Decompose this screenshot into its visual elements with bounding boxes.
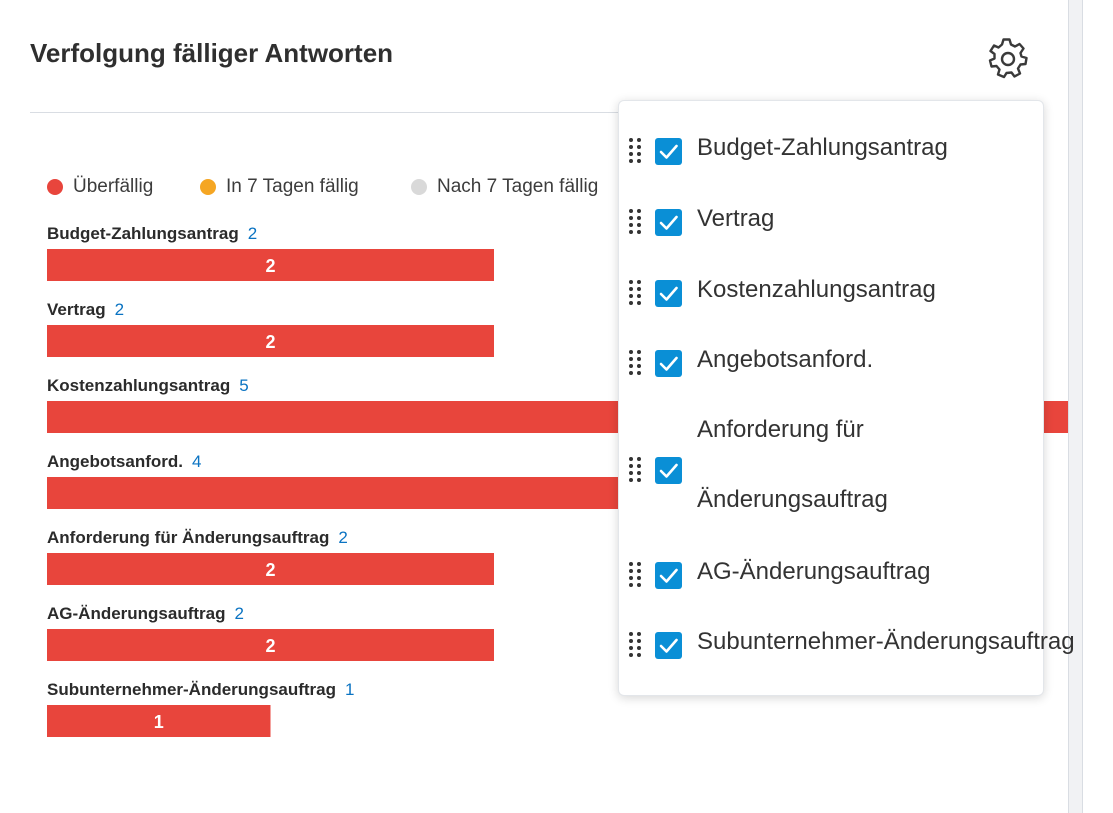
settings-panel: Budget-Zahlungsantrag Vertrag Kostenzahl… bbox=[618, 100, 1075, 696]
category-total: 5 bbox=[239, 376, 248, 395]
legend-dot-after-7-days bbox=[411, 179, 427, 195]
category-label: Kostenzahlungsantrag bbox=[47, 376, 230, 395]
category-label: Subunternehmer-Änderungsauftrag bbox=[47, 680, 336, 699]
settings-item-label: AG-Änderungsauftrag bbox=[697, 558, 931, 585]
drag-handle-icon[interactable] bbox=[628, 630, 642, 660]
legend-dot-due-7-days bbox=[200, 179, 216, 195]
settings-item-kostenzahlungsantrag[interactable]: Kostenzahlungsantrag bbox=[619, 264, 1043, 320]
drag-handle-icon[interactable] bbox=[628, 278, 642, 308]
drag-handle-icon[interactable] bbox=[628, 560, 642, 590]
legend-item-overdue[interactable]: Überfällig bbox=[47, 176, 153, 198]
legend-dot-overdue bbox=[47, 179, 63, 195]
category-label: Anforderung für Änderungsauftrag bbox=[47, 528, 329, 547]
adjacent-card-edge bbox=[1082, 0, 1113, 813]
checkbox-checked-icon[interactable] bbox=[655, 562, 682, 589]
checkbox-checked-icon[interactable] bbox=[655, 280, 682, 307]
settings-item-vertrag[interactable]: Vertrag bbox=[619, 193, 1043, 249]
chart-row: Vertrag 2 2 bbox=[47, 300, 494, 357]
drag-handle-icon[interactable] bbox=[628, 348, 642, 378]
category-total: 2 bbox=[235, 604, 244, 623]
checkbox-checked-icon[interactable] bbox=[655, 209, 682, 236]
category-total: 1 bbox=[345, 680, 354, 699]
settings-item-subunternehmer-aenderungsauftrag[interactable]: Subunternehmer-Änderungsauftrag bbox=[619, 616, 1075, 672]
card-title: Verfolgung fälliger Antworten bbox=[30, 38, 394, 68]
legend-label-overdue: Überfällig bbox=[73, 176, 154, 197]
legend-item-due-7-days[interactable]: In 7 Tagen fällig bbox=[200, 176, 359, 198]
category-total: 2 bbox=[248, 224, 257, 243]
settings-item-ag-aenderungsauftrag[interactable]: AG-Änderungsauftrag bbox=[619, 546, 1043, 602]
category-label: Budget-Zahlungsantrag bbox=[47, 224, 239, 243]
legend-label-due-7-days: In 7 Tagen fällig bbox=[226, 176, 359, 197]
settings-item-label: Vertrag bbox=[697, 205, 775, 232]
settings-item-label: Angebotsanford. bbox=[697, 346, 874, 373]
chart-row: AG-Änderungsauftrag 2 2 bbox=[47, 604, 494, 661]
checkbox-checked-icon[interactable] bbox=[655, 138, 682, 165]
settings-item-angebotsanford[interactable]: Angebotsanford. bbox=[619, 334, 1043, 390]
drag-handle-icon[interactable] bbox=[628, 136, 642, 166]
category-total: 4 bbox=[192, 452, 201, 471]
bar bbox=[47, 249, 494, 281]
bar bbox=[47, 629, 494, 661]
settings-item-label: Kostenzahlungsantrag bbox=[697, 276, 936, 303]
checkbox-checked-icon[interactable] bbox=[655, 457, 682, 484]
bar bbox=[47, 553, 494, 585]
category-total: 2 bbox=[115, 300, 124, 319]
category-total: 2 bbox=[338, 528, 347, 547]
checkbox-checked-icon[interactable] bbox=[655, 350, 682, 377]
settings-item-anforderung-aenderungsauftrag[interactable]: Anforderung für Änderungsauftrag bbox=[619, 416, 1043, 513]
bar bbox=[47, 325, 494, 357]
legend-item-after-7-days[interactable]: Nach 7 Tagen fällig bbox=[411, 176, 598, 198]
settings-item-label: Subunternehmer-Änderungsauftrag bbox=[697, 628, 1075, 655]
drag-handle-icon[interactable] bbox=[628, 455, 642, 485]
chart-row: Budget-Zahlungsantrag 22 bbox=[47, 224, 494, 281]
bar-value-label: 2 bbox=[265, 332, 275, 352]
chart-row: Anforderung für Änderungsauftrag 2 2 bbox=[47, 528, 494, 585]
settings-item-label-line1: Anforderung für bbox=[697, 416, 864, 443]
bar-value-label: 2 bbox=[265, 256, 275, 276]
bar-value-label: 1 bbox=[154, 712, 164, 732]
chart-row: Subunternehmer-Änderungsauftrag 1 1 bbox=[47, 680, 355, 737]
header-divider bbox=[30, 112, 630, 113]
settings-item-label-line2: Änderungsauftrag bbox=[697, 486, 888, 513]
category-label: Vertrag bbox=[47, 300, 106, 319]
bar-value-label: 2 bbox=[265, 560, 275, 580]
gear-icon[interactable] bbox=[987, 38, 1029, 80]
category-label: AG-Änderungsauftrag bbox=[47, 604, 226, 623]
bar-value-label: 2 bbox=[265, 636, 275, 656]
legend-label-after-7-days: Nach 7 Tagen fällig bbox=[437, 176, 599, 197]
category-label: Angebotsanford. bbox=[47, 452, 183, 471]
drag-handle-icon[interactable] bbox=[628, 207, 642, 237]
checkbox-checked-icon[interactable] bbox=[655, 632, 682, 659]
settings-item-label: Budget-Zahlungsantrag bbox=[697, 134, 948, 161]
bar bbox=[47, 705, 271, 737]
settings-item-budget-zahlungsantrag[interactable]: Budget-Zahlungsantrag bbox=[619, 122, 1043, 178]
